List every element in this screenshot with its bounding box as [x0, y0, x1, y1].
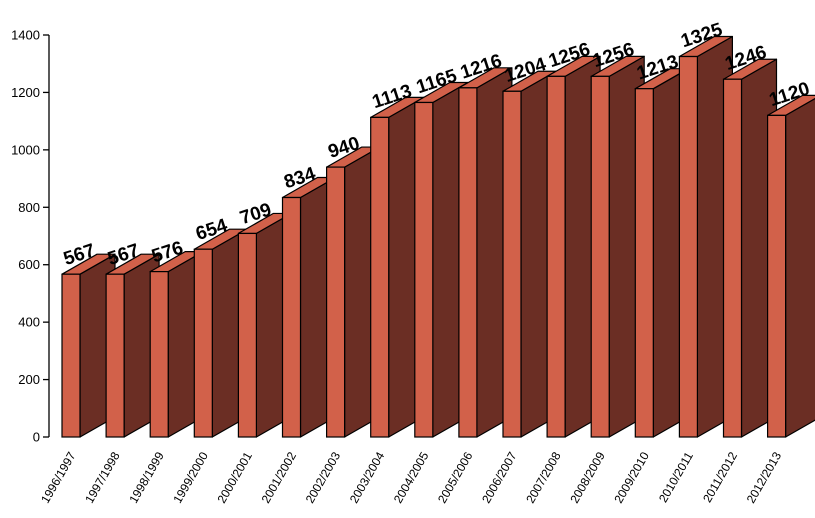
category-label: 1999/2000 [170, 449, 211, 505]
category-label: 2001/2002 [259, 449, 300, 505]
y-tick-label: 1000 [11, 142, 40, 157]
category-label: 2009/2010 [611, 449, 652, 505]
y-tick-label: 0 [33, 430, 40, 445]
bar-front-face [237, 232, 257, 438]
category-label: 1996/1997 [38, 449, 79, 505]
y-tick-label: 800 [18, 200, 40, 215]
bars [61, 35, 815, 438]
category-label: 2011/2012 [700, 449, 740, 505]
category-label: 2010/2011 [656, 449, 696, 505]
bar-front-face [61, 273, 81, 438]
bar [766, 94, 815, 438]
bar-side-face [784, 97, 815, 438]
bar-front-face [546, 75, 566, 438]
y-axis: 0 200 400 600 800 1000 1200 1400 [11, 28, 50, 445]
category-label: 2008/2009 [567, 449, 608, 505]
y-tick-label: 600 [18, 257, 40, 272]
bar-front-face [414, 101, 434, 438]
bar-front-face [502, 90, 522, 438]
category-label: 2005/2006 [435, 449, 476, 505]
bar-front-face [149, 271, 169, 438]
bar-front-face [590, 75, 610, 438]
category-label: 2006/2007 [479, 449, 520, 505]
category-labels: 1996/1997 1997/1998 1998/1999 1999/2000 2000… [38, 449, 784, 505]
category-label: 2000/2001 [215, 449, 256, 505]
y-tick-label: 1400 [11, 28, 40, 43]
category-label: 2004/2005 [391, 449, 432, 505]
bar-front-face [326, 166, 346, 438]
bar-front-face [634, 88, 654, 438]
bar-front-face [370, 116, 390, 438]
category-label: 1998/1999 [126, 449, 167, 505]
category-label: 2007/2008 [523, 449, 564, 505]
bar-front-face [766, 114, 787, 438]
category-label: 2002/2003 [303, 449, 344, 505]
y-tick-label: 200 [18, 372, 40, 387]
bar-front-face [105, 273, 125, 438]
bar-front-face [722, 78, 743, 438]
category-label: 2012/2013 [744, 449, 785, 505]
bar-front-face [678, 55, 699, 438]
category-label: 2003/2004 [347, 449, 388, 505]
bar-front-face [193, 248, 213, 438]
bar-front-face [458, 87, 478, 438]
bar-front-face [281, 196, 302, 438]
category-label: 1997/1998 [82, 449, 123, 505]
y-tick-label: 1200 [11, 85, 40, 100]
y-tick-label: 400 [18, 315, 40, 330]
